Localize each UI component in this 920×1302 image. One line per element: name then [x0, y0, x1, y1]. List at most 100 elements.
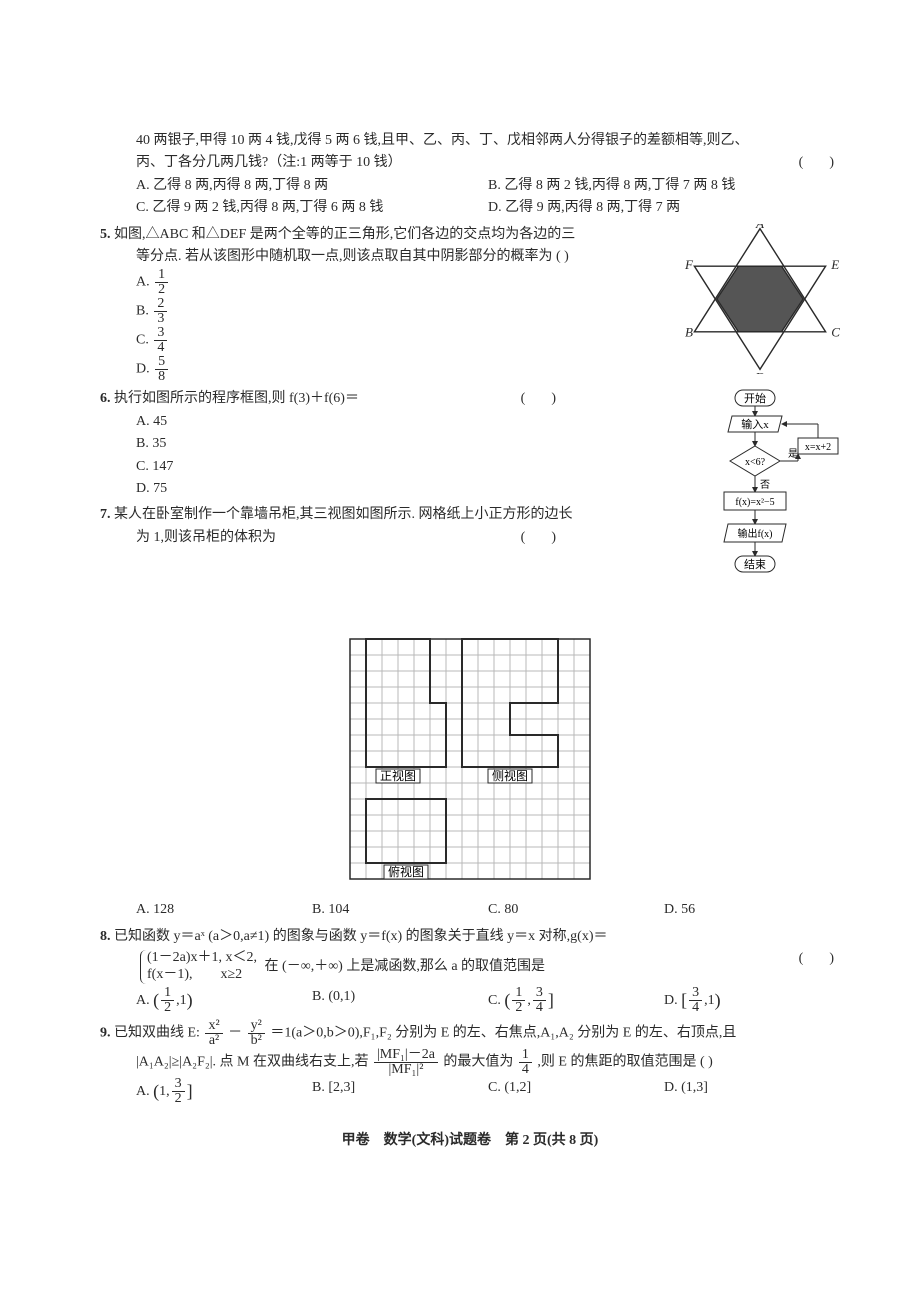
d: 2: [161, 1001, 174, 1015]
brk: (: [153, 990, 159, 1010]
q4-continuation: 40 两银子,甲得 10 两 4 钱,戊得 5 两 6 钱,且甲、乙、丙、丁、戊…: [100, 130, 840, 220]
q8-stem2: 在 (－∞,＋∞) 上是减函数,那么 a 的取值范围是: [265, 959, 546, 974]
q7-stem2: 为 1,则该吊柜的体积为: [136, 530, 276, 545]
piece2: f(x－1), x≥2: [147, 967, 257, 984]
brk: ]: [548, 990, 554, 1010]
q4-optB: B. 乙得 8 两 2 钱,丙得 8 两,丁得 7 两 8 钱: [488, 175, 840, 197]
piece1: (1－2a)x＋1, x＜2,: [147, 950, 257, 967]
q5B-num: 2: [154, 297, 167, 312]
pre: A.: [136, 1084, 153, 1099]
star-of-david-diagram: A E C D B F: [680, 224, 840, 374]
sep: ,1: [176, 993, 187, 1008]
blank-paren: ( ): [799, 948, 840, 970]
q7-options: A. 128 B. 104 C. 80 D. 56: [136, 899, 840, 921]
label-A: A: [755, 224, 765, 231]
q9-line1: 9. 已知双曲线 E: x²a² － y²b² ＝1(a＞0,b＞0),F₁,F…: [100, 1019, 840, 1048]
q9-stem1b: ＝1(a＞0,b＞0),F₁,F₂ 分别为 E 的左、右焦点,A₁,A₂ 分别为…: [270, 1026, 736, 1041]
q5-num: 5.: [100, 227, 111, 242]
n: |MF₁|－2a: [374, 1048, 438, 1063]
q8-optA: A. (12,1): [136, 986, 312, 1015]
d: 4: [533, 1001, 546, 1015]
q7-optC: C. 80: [488, 899, 664, 921]
minus: －: [228, 1026, 242, 1041]
q4-line1: 40 两银子,甲得 10 两 4 钱,戊得 5 两 6 钱,且甲、乙、丙、丁、戊…: [136, 130, 840, 152]
brk: (: [504, 990, 510, 1010]
blank-paren: ( ): [799, 152, 840, 174]
l: 1,: [159, 1084, 170, 1099]
flow-assign: f(x)=x²−5: [735, 497, 774, 508]
d: 2: [172, 1092, 185, 1106]
n: 3: [533, 986, 546, 1001]
label-side-view: 侧视图: [492, 768, 528, 783]
q5-stem1: 如图,△ABC 和△DEF 是两个全等的正三角形,它们各边的交点均为各边的三: [114, 227, 575, 242]
q4-optC: C. 乙得 9 两 2 钱,丙得 8 两,丁得 6 两 8 钱: [136, 197, 488, 219]
q8-optC: C. (12,34]: [488, 986, 664, 1015]
sep: ,: [527, 993, 531, 1008]
q8-line2: (1－2a)x＋1, x＜2, f(x－1), x≥2 在 (－∞,＋∞) 上是…: [136, 948, 840, 986]
q6-flowchart: 开始 输入x x<6? 是 x=x+2 否: [710, 388, 840, 626]
q9-optB: B. [2,3]: [312, 1077, 488, 1106]
q6-num: 6.: [100, 391, 111, 406]
q9-num: 9.: [100, 1026, 111, 1041]
q5D-den: 8: [155, 370, 168, 384]
n: y²: [248, 1019, 265, 1034]
q5B-prefix: B.: [136, 304, 152, 319]
blank-paren: ( ): [521, 527, 562, 549]
brk: ]: [187, 1081, 193, 1101]
q5B-den: 3: [154, 312, 167, 326]
q8-optB: B. (0,1): [312, 986, 488, 1015]
label-C: C: [831, 324, 840, 339]
brk: [: [681, 990, 687, 1010]
flow-loopbox: x=x+2: [805, 442, 831, 453]
blank-paren: ( ): [521, 388, 562, 410]
flow-cond: x<6?: [745, 457, 766, 468]
q9-line2: |A₁A₂|≥|A₂F₂|. 点 M 在双曲线右支上,若 |MF₁|－2a|MF…: [136, 1048, 840, 1077]
q8-stem1: 已知函数 y＝aˣ (a＞0,a≠1) 的图象与函数 y＝f(x) 的图象关于直…: [114, 929, 608, 944]
flow-end: 结束: [744, 558, 766, 571]
q6-stem: 执行如图所示的程序框图,则 f(3)＋f(6)＝: [114, 391, 359, 406]
q9-stem2b: 的最大值为: [443, 1055, 517, 1070]
flowchart-diagram: 开始 输入x x<6? 是 x=x+2 否: [710, 388, 840, 618]
q5A-den: 2: [155, 283, 168, 297]
n: x²: [205, 1019, 222, 1034]
piecewise-brace: (1－2a)x＋1, x＜2, f(x－1), x≥2: [140, 950, 257, 984]
q8-optD: D. [34,1): [664, 986, 840, 1015]
q7-optD: D. 56: [664, 899, 840, 921]
q9: 9. 已知双曲线 E: x²a² － y²b² ＝1(a＞0,b＞0),F₁,F…: [100, 1019, 840, 1106]
sep: ,1: [704, 993, 715, 1008]
three-views-grid: 正视图 侧视图 俯视图: [342, 631, 598, 887]
label-F: F: [684, 257, 694, 272]
flow-start: 开始: [744, 391, 766, 405]
q7-optA: A. 128: [136, 899, 312, 921]
q5-star-figure: A E C D B F: [680, 224, 840, 382]
q5C-den: 4: [154, 341, 167, 355]
q7-three-views-figure: 正视图 侧视图 俯视图: [100, 631, 840, 895]
d: 4: [689, 1001, 702, 1015]
exam-page: 40 两银子,甲得 10 两 4 钱,戊得 5 两 6 钱,且甲、乙、丙、丁、戊…: [0, 0, 920, 1302]
q9-stem1a: 已知双曲线 E:: [114, 1026, 203, 1041]
page-footer: 甲卷 数学(文科)试题卷 第 2 页(共 8 页): [100, 1130, 840, 1152]
q4-optD: D. 乙得 9 两,丙得 8 两,丁得 7 两: [488, 197, 840, 219]
label-B: B: [685, 324, 693, 339]
q5D-num: 5: [155, 355, 168, 370]
label-front-view: 正视图: [380, 768, 416, 783]
n: 1: [519, 1048, 532, 1063]
q7-stem1: 某人在卧室制作一个靠墙吊柜,其三视图如图所示. 网格纸上小正方形的边长: [114, 507, 573, 522]
n: 3: [689, 986, 702, 1001]
d: 2: [512, 1001, 525, 1015]
q4-line2-text: 丙、丁各分几两几钱?（注:1 两等于 10 钱）: [136, 155, 402, 170]
q5C-num: 3: [154, 326, 167, 341]
label-D: D: [754, 369, 765, 374]
q8-options: A. (12,1) B. (0,1) C. (12,34] D. [34,1): [136, 986, 840, 1015]
n: 1: [512, 986, 525, 1001]
q5A-prefix: A.: [136, 275, 153, 290]
q8-line1: 8. 已知函数 y＝aˣ (a＞0,a≠1) 的图象与函数 y＝f(x) 的图象…: [100, 926, 840, 948]
d: b²: [248, 1034, 265, 1048]
q9-optD: D. (1,3]: [664, 1077, 840, 1106]
q9-stem2a: |A₁A₂|≥|A₂F₂|. 点 M 在双曲线右支上,若: [136, 1055, 372, 1070]
q8D-pre: D.: [664, 993, 681, 1008]
q9-stem2c: ,则 E 的焦距的取值范围是 ( ): [537, 1055, 712, 1070]
flow-input: 输入x: [741, 417, 769, 431]
q9-optA: A. (1,32]: [136, 1077, 312, 1106]
flow-no: 否: [760, 479, 770, 491]
